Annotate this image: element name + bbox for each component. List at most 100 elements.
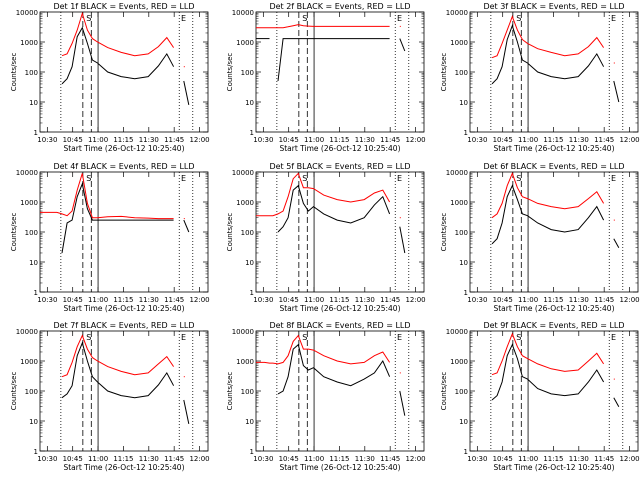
plot-frame: [39, 330, 209, 452]
night-flag-label: E: [181, 174, 186, 183]
y-tick-label: 1000: [236, 358, 254, 366]
x-tick-label: 11:00: [518, 455, 538, 463]
y-tick-label: 10000: [232, 328, 254, 336]
x-tick-label: 10:30: [253, 455, 273, 463]
x-tick-label: 11:45: [380, 136, 400, 144]
x-axis-label: Start Time (26-Oct-12 10:25:40): [493, 304, 614, 313]
series-line-events: [277, 184, 391, 233]
x-tick-label: 11:15: [329, 455, 349, 463]
series-line-lld: [61, 11, 175, 57]
series-line-events: [61, 26, 175, 85]
y-tick-label: 1: [34, 448, 38, 456]
series-line-lld: [40, 173, 174, 220]
series-line-events: [399, 390, 406, 416]
y-tick-label: 1000: [236, 39, 254, 47]
y-tick-label: 1000: [20, 39, 38, 47]
y-tick-label: 1000: [20, 199, 38, 207]
x-tick-label: 11:00: [88, 296, 108, 304]
series-line-events: [61, 182, 174, 254]
plot-frame: [39, 11, 209, 133]
y-tick-label: 1: [464, 289, 468, 297]
y-tick-label: 1000: [20, 358, 38, 366]
panel-det-4f: Det 4f BLACK = Events, RED = LLD 1 10 100 10…: [10, 162, 210, 313]
series-line-events: [277, 343, 391, 395]
x-tick-label: 10:45: [63, 136, 83, 144]
y-tick-label: 1: [250, 289, 254, 297]
panel-det-5f: Det 5f BLACK = Events, RED = LLD 1 10 100 10…: [226, 162, 426, 313]
x-tick-label: 11:15: [113, 455, 133, 463]
night-flag-label: E: [181, 14, 186, 23]
y-tick-label: 1: [464, 129, 468, 137]
y-tick-label: 10000: [16, 169, 38, 177]
y-tick-label: 10: [29, 418, 38, 426]
panel-title: Det 3f BLACK = Events, RED = LLD: [483, 2, 624, 11]
series-line-events: [491, 184, 605, 245]
y-axis-label: Counts/sec: [10, 213, 18, 252]
x-tick-label: 10:30: [253, 296, 273, 304]
night-flag-label: E: [611, 14, 616, 23]
x-tick-label: 11:30: [139, 296, 159, 304]
panel-title: Det 9f BLACK = Events, RED = LLD: [483, 321, 624, 330]
series-line-events: [183, 219, 190, 233]
x-tick-label: 11:45: [164, 296, 184, 304]
y-tick-label: 1000: [450, 39, 468, 47]
x-tick-label: 11:45: [594, 296, 614, 304]
x-tick-label: 11:15: [329, 296, 349, 304]
series-line-events: [399, 38, 406, 52]
x-tick-label: 11:15: [543, 296, 563, 304]
plot-frame: [255, 11, 425, 133]
x-tick-label: 11:45: [594, 455, 614, 463]
x-axis-label: Start Time (26-Oct-12 10:25:40): [63, 144, 184, 153]
y-tick-label: 10000: [446, 328, 468, 336]
y-tick-label: 10000: [16, 9, 38, 17]
series-line-lld: [61, 334, 175, 378]
y-tick-label: 10: [245, 418, 254, 426]
panel-det-7f: Det 7f BLACK = Events, RED = LLD 1 10 100 10…: [10, 321, 210, 472]
x-tick-label: 11:30: [569, 296, 589, 304]
plot-frame: [469, 11, 639, 133]
y-tick-label: 10: [29, 99, 38, 107]
x-tick-label: 11:15: [113, 136, 133, 144]
series-line-events: [491, 24, 605, 85]
y-axis-label: Counts/sec: [440, 372, 448, 411]
x-tick-label: 10:45: [493, 136, 513, 144]
x-tick-label: 10:30: [37, 455, 57, 463]
x-tick-label: 10:30: [37, 296, 57, 304]
panel-det-3f: Det 3f BLACK = Events, RED = LLD 1 10 100 10…: [440, 2, 640, 153]
x-tick-label: 12:00: [189, 136, 209, 144]
saa-flag-label: S: [86, 174, 91, 183]
x-tick-label: 10:30: [37, 136, 57, 144]
series-line-events: [613, 238, 620, 248]
y-tick-label: 10: [459, 418, 468, 426]
y-tick-label: 100: [241, 229, 254, 237]
panel-title: Det 7f BLACK = Events, RED = LLD: [53, 321, 194, 330]
y-tick-label: 10: [459, 259, 468, 267]
y-tick-label: 1: [464, 448, 468, 456]
y-axis-label: Counts/sec: [10, 53, 18, 92]
x-axis-label: Start Time (26-Oct-12 10:25:40): [493, 144, 614, 153]
x-axis-label: Start Time (26-Oct-12 10:25:40): [63, 304, 184, 313]
saa-flag-label: S: [516, 14, 521, 23]
y-tick-label: 100: [25, 229, 38, 237]
x-tick-label: 12:00: [405, 455, 425, 463]
x-tick-label: 11:30: [355, 136, 375, 144]
y-tick-label: 1: [34, 289, 38, 297]
night-flag-label: E: [397, 333, 402, 342]
y-tick-label: 100: [455, 69, 468, 77]
y-tick-label: 1: [250, 129, 254, 137]
x-tick-label: 11:00: [304, 136, 324, 144]
panel-title: Det 2f BLACK = Events, RED = LLD: [269, 2, 410, 11]
x-tick-label: 12:00: [619, 455, 639, 463]
y-tick-label: 1000: [450, 358, 468, 366]
night-flag-label: E: [611, 333, 616, 342]
panel-title: Det 4f BLACK = Events, RED = LLD: [53, 162, 194, 171]
y-tick-label: 100: [455, 388, 468, 396]
y-tick-label: 10000: [446, 169, 468, 177]
x-tick-label: 10:30: [467, 455, 487, 463]
x-axis-label: Start Time (26-Oct-12 10:25:40): [63, 463, 184, 472]
saa-flag-label: S: [516, 174, 521, 183]
y-axis-label: Counts/sec: [226, 372, 234, 411]
x-tick-label: 10:45: [279, 136, 299, 144]
x-tick-label: 10:45: [63, 296, 83, 304]
x-tick-label: 12:00: [619, 136, 639, 144]
